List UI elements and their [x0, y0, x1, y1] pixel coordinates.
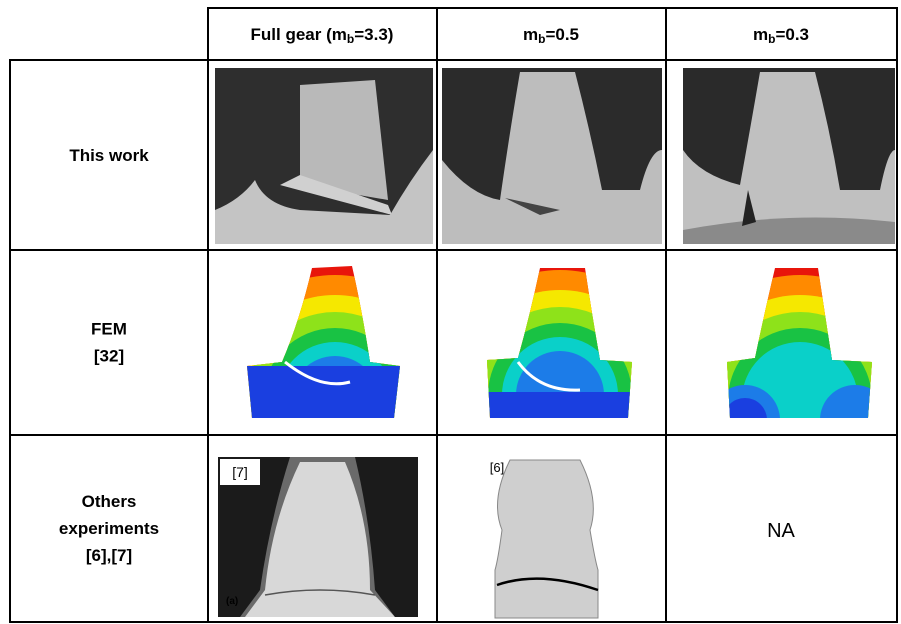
column-header: Full gear (mb=3.3) [251, 25, 394, 46]
fem-mb-0-3 [650, 250, 901, 550]
header-subscript: b [538, 32, 545, 46]
row-label: experiments [59, 519, 159, 538]
figure-table: [7] (a) [6] NA Full gear (mb=3.3)mb=0.5m… [0, 0, 901, 624]
header-subscript: b [347, 32, 354, 46]
row-label: [6],[7] [86, 546, 132, 565]
na-cell: NA [767, 520, 795, 542]
photo-mb-0-5 [442, 68, 662, 244]
header-text: =0.3 [775, 25, 809, 44]
row-label: [32] [94, 347, 124, 366]
header-text: m [753, 25, 768, 44]
image-panel-label: (a) [226, 596, 238, 607]
header-text: =3.3) [354, 25, 393, 44]
header-text: Full gear (m [251, 25, 347, 44]
page: [7] (a) [6] NA Full gear (mb=3.3)mb=0.5m… [0, 0, 901, 624]
sketch-exp-6: [6] [490, 460, 598, 618]
photo-full-gear [215, 68, 433, 244]
column-header: mb=0.5 [523, 25, 579, 46]
image-ref-label: [6] [490, 460, 504, 475]
header-subscript: b [768, 32, 775, 46]
image-ref-label: [7] [232, 464, 248, 480]
row-label: This work [69, 146, 149, 165]
photo-exp-7: [7] (a) [218, 457, 418, 617]
header-text: m [523, 25, 538, 44]
row-label: FEM [91, 320, 127, 339]
header-text: =0.5 [545, 25, 579, 44]
photo-mb-0-3 [683, 68, 895, 244]
column-header: mb=0.3 [753, 25, 809, 46]
row-label: Others [82, 492, 137, 511]
